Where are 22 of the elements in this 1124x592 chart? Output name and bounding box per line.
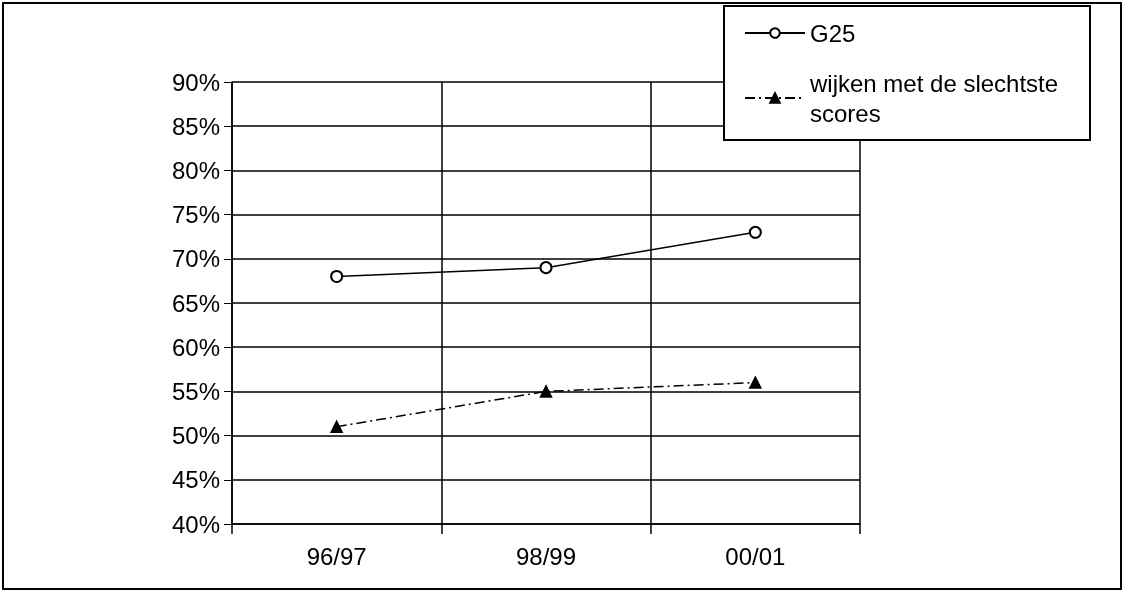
y-tick-label: 90%	[171, 68, 220, 96]
point	[330, 420, 343, 434]
point	[539, 261, 553, 275]
point	[749, 376, 762, 389]
y-tick-label: 75%	[171, 201, 220, 229]
y-tick-label: 70%	[171, 245, 220, 273]
y-tick-label: 65%	[171, 289, 220, 317]
y-tick-label: 80%	[171, 156, 220, 184]
y-tick-label: 85%	[171, 112, 220, 140]
x-tick-label: 98/99	[515, 542, 577, 570]
point	[330, 269, 344, 283]
point	[539, 385, 553, 398]
y-tick-label: 50%	[171, 422, 220, 450]
y-tick-label: 60%	[171, 333, 220, 361]
y-tick-label: 55%	[171, 377, 220, 405]
y-tick-label: 45%	[171, 466, 220, 494]
legend-label: wijken met de slechtste scores	[809, 69, 1065, 127]
y-tick-label: 40%	[171, 510, 220, 538]
point	[748, 225, 762, 239]
x-tick-label: 00/01	[725, 542, 786, 570]
legend-label: G25	[810, 19, 856, 47]
x-tick-label: 96/97	[306, 542, 367, 570]
